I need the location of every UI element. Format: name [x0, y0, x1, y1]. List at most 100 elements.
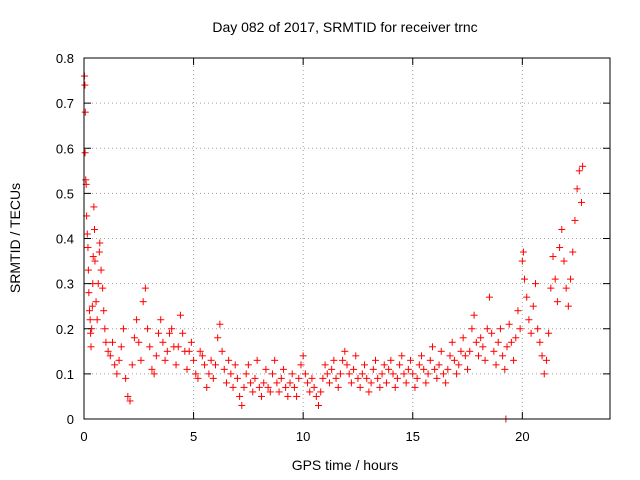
- data-point: [277, 374, 285, 382]
- data-point: [494, 338, 502, 346]
- data-point: [431, 365, 439, 373]
- data-point: [108, 338, 116, 346]
- data-point: [553, 298, 561, 306]
- data-point: [106, 352, 114, 360]
- data-point: [457, 347, 465, 355]
- data-point: [433, 374, 441, 382]
- data-point: [387, 356, 395, 364]
- data-point: [374, 374, 382, 382]
- data-point: [382, 379, 390, 387]
- data-point: [146, 343, 154, 351]
- y-tick-label: 0.1: [56, 367, 74, 382]
- data-point: [249, 388, 257, 396]
- data-point: [514, 307, 522, 315]
- data-point: [141, 284, 149, 292]
- data-point: [119, 325, 127, 333]
- data-point: [477, 334, 485, 342]
- data-point: [488, 329, 496, 337]
- data-point: [293, 392, 301, 400]
- data-point: [81, 81, 89, 89]
- y-tick-label: 0.8: [56, 51, 74, 66]
- data-point: [163, 347, 171, 355]
- data-point: [490, 347, 498, 355]
- data-point: [85, 289, 93, 297]
- data-point: [332, 374, 340, 382]
- x-tick-label: 10: [296, 429, 310, 444]
- data-point: [472, 338, 480, 346]
- data-point: [328, 365, 336, 373]
- data-point: [165, 329, 173, 337]
- data-point: [95, 248, 103, 256]
- data-point: [87, 343, 95, 351]
- data-point: [187, 338, 195, 346]
- data-point: [330, 356, 338, 364]
- data-point: [212, 361, 219, 369]
- data-point: [176, 311, 184, 319]
- data-point: [334, 383, 342, 391]
- data-point: [545, 329, 553, 337]
- data-point: [192, 370, 200, 378]
- data-point: [268, 370, 276, 378]
- data-point: [93, 316, 101, 324]
- data-point: [104, 347, 112, 355]
- data-point: [540, 370, 548, 378]
- data-point: [198, 352, 206, 360]
- tick-labels: 0 0.1 0.2 0.3 0.4 0.5 0.6 0.7 0.8 0 5 10 15 20: [56, 51, 530, 444]
- data-point: [481, 356, 489, 364]
- data-point: [91, 225, 99, 233]
- y-tick-label: 0.7: [56, 96, 74, 111]
- data-point: [341, 347, 349, 355]
- data-point: [85, 307, 93, 315]
- data-point: [496, 325, 504, 333]
- data-point: [128, 361, 136, 369]
- data-point: [231, 361, 239, 369]
- data-point: [196, 347, 204, 355]
- data-point: [479, 343, 487, 351]
- data-point: [225, 356, 233, 364]
- data-point: [238, 401, 246, 409]
- data-point: [549, 253, 557, 261]
- data-point: [91, 257, 99, 265]
- data-point: [290, 383, 298, 391]
- data-point: [81, 108, 89, 116]
- data-point: [190, 356, 198, 364]
- data-point: [424, 370, 432, 378]
- data-point: [350, 365, 358, 373]
- data-point: [453, 370, 461, 378]
- data-point: [534, 325, 542, 333]
- data-point: [510, 356, 518, 364]
- data-point: [229, 383, 237, 391]
- data-point: [159, 338, 167, 346]
- data-point: [345, 370, 353, 378]
- data-point: [439, 370, 447, 378]
- data-point: [284, 392, 292, 400]
- data-point: [413, 374, 421, 382]
- data-point: [564, 302, 572, 310]
- data-point: [325, 379, 333, 387]
- data-point: [567, 275, 575, 283]
- data-point: [525, 316, 533, 324]
- data-point: [571, 216, 579, 224]
- data-point: [279, 365, 287, 373]
- data-point: [347, 379, 355, 387]
- data-point: [275, 388, 283, 396]
- data-point: [102, 338, 110, 346]
- data-point: [315, 401, 323, 409]
- data-point: [319, 374, 327, 382]
- data-point: [501, 365, 509, 373]
- data-point: [573, 185, 581, 193]
- y-tick-label: 0: [67, 412, 74, 427]
- x-axis-label: GPS time / hours: [292, 457, 399, 473]
- data-point: [152, 352, 160, 360]
- data-point: [137, 356, 145, 364]
- data-point: [485, 293, 493, 301]
- data-point: [437, 347, 445, 355]
- data-point: [161, 356, 169, 364]
- data-point: [507, 338, 515, 346]
- data-point: [133, 316, 141, 324]
- data-point: [260, 379, 268, 387]
- data-point: [155, 329, 163, 337]
- data-point: [286, 379, 294, 387]
- data-point: [339, 356, 347, 364]
- data-point: [354, 374, 362, 382]
